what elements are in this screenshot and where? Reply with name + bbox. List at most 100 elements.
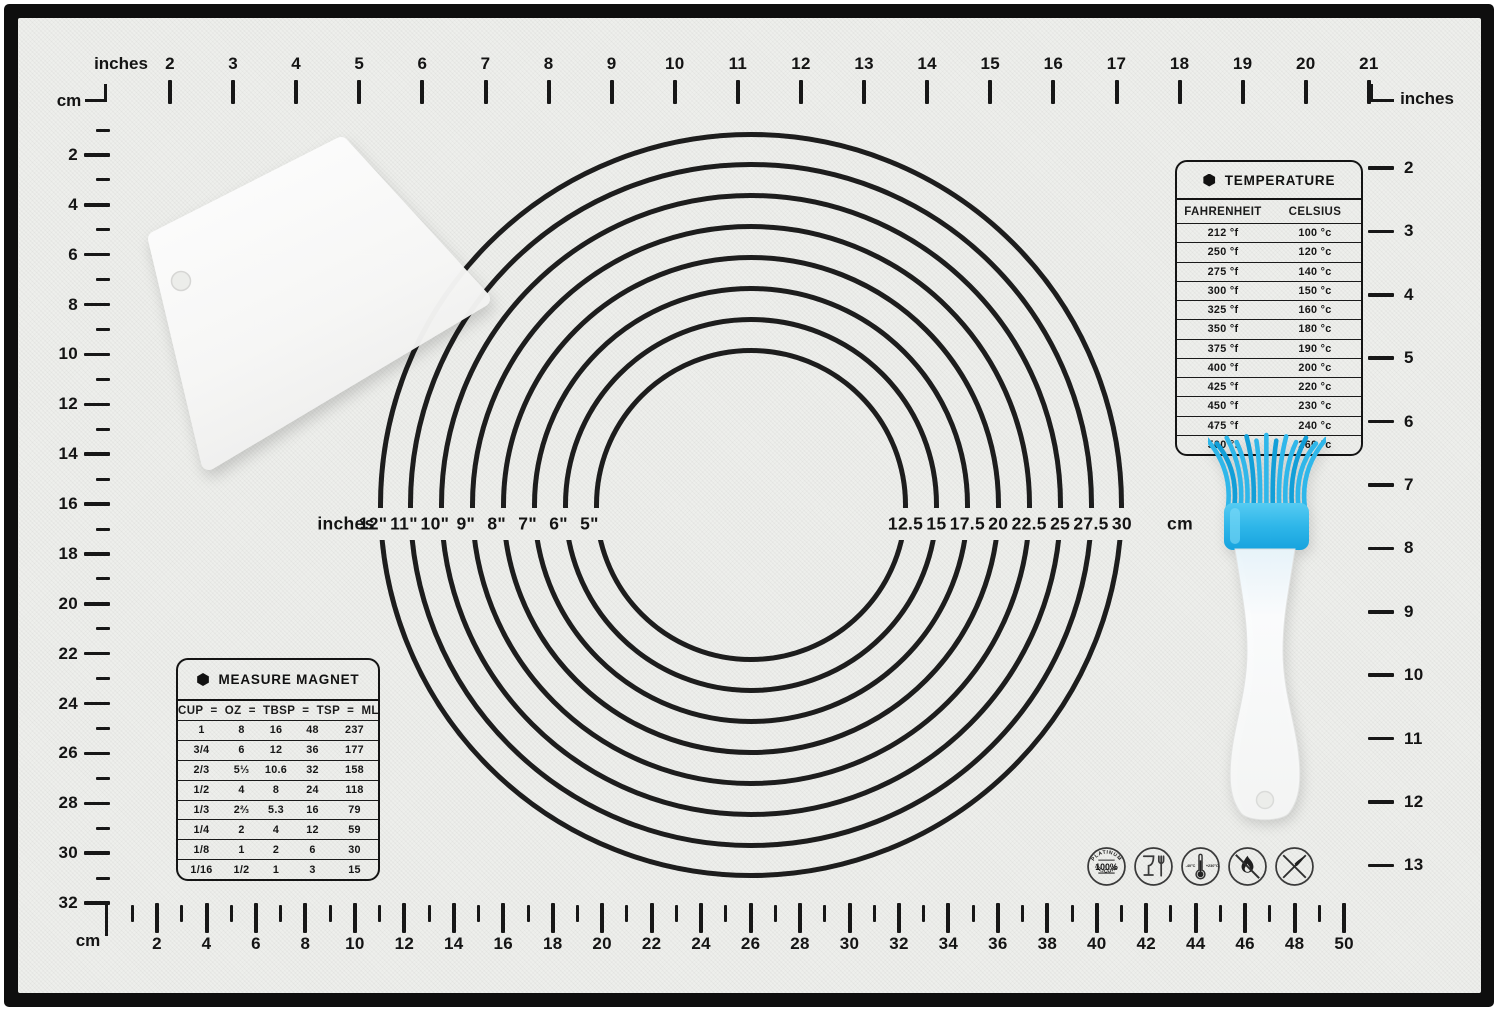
measure-table-body: 1 8 16 48 237 3/4 6 12 36 177 2/3 5⅓ 10.6 32 158 1/2 4 8 2… xyxy=(178,720,378,879)
left-ruler-tick xyxy=(84,402,110,407)
brush-bristle xyxy=(1244,434,1257,510)
top-ruler-number: 15 xyxy=(980,54,1001,73)
top-ruler-tick xyxy=(1114,80,1119,104)
top-ruler-number: 6 xyxy=(417,54,428,73)
bottom-ruler-number: 46 xyxy=(1235,934,1255,953)
measure-table-title: MEASURE MAGNET xyxy=(218,672,360,687)
left-ruler-minor-tick xyxy=(96,477,110,481)
measure-value: 2⅔ xyxy=(233,803,250,816)
bottom-ruler-minor-tick xyxy=(1218,905,1222,922)
top-ruler-title: inches xyxy=(94,54,148,73)
measure-value: 237 xyxy=(345,724,364,737)
circle-inch-label: 6" xyxy=(549,513,568,534)
left-ruler-tick xyxy=(84,252,110,257)
bottom-ruler-number: 48 xyxy=(1284,934,1305,953)
temperature-table-column-headers: FAHRENHEIT CELSIUS xyxy=(1177,198,1361,223)
dough-scraper xyxy=(148,137,490,470)
bottom-ruler-number: 20 xyxy=(592,934,612,953)
fahrenheit-column-header: FAHRENHEIT xyxy=(1184,205,1262,218)
bottom-ruler-number: 2 xyxy=(152,934,162,953)
fahrenheit-value: 375 °f xyxy=(1207,342,1239,355)
measure-value: 1 xyxy=(272,863,280,876)
temperature-range-icon: -40°C +230°C xyxy=(1181,847,1220,886)
corner-bracket-top-right xyxy=(1370,84,1394,102)
top-ruler-number: 14 xyxy=(917,54,937,73)
left-ruler-tick xyxy=(84,502,110,506)
bottom-ruler-tick xyxy=(451,903,456,933)
celsius-value: 190 °c xyxy=(1298,342,1332,355)
measure-value: 1/2 xyxy=(193,784,210,797)
right-ruler-number: 11 xyxy=(1404,728,1423,748)
measure-value: 12 xyxy=(306,823,319,836)
left-ruler-minor-tick xyxy=(96,328,110,332)
top-ruler-number: 5 xyxy=(354,54,365,73)
celsius-value: 180 °c xyxy=(1298,323,1332,336)
bottom-ruler-number: 16 xyxy=(493,934,514,953)
right-ruler-number: 10 xyxy=(1404,665,1424,685)
measure-table-column-headers: CUP = OZ = TBSP = TSP = ML xyxy=(178,699,378,720)
measure-value: 1 xyxy=(198,724,205,737)
bottom-ruler-tick xyxy=(1292,903,1297,933)
left-ruler-tick xyxy=(84,552,110,556)
top-ruler-tick xyxy=(988,80,993,104)
fahrenheit-value: 475 °f xyxy=(1207,419,1239,432)
left-ruler-number: 32 xyxy=(58,893,78,913)
brush-hanging-hole xyxy=(1255,790,1275,810)
bottom-ruler-tick xyxy=(155,903,160,933)
left-ruler-number: 6 xyxy=(68,244,78,264)
measure-row: 1 8 16 48 237 xyxy=(178,720,378,740)
circle-guide xyxy=(377,131,1125,879)
fahrenheit-value: 400 °f xyxy=(1207,361,1239,374)
brush-bristle xyxy=(1214,441,1238,510)
left-ruler-minor-tick xyxy=(96,727,110,730)
circle-cm-label: 27.5 xyxy=(1073,513,1109,534)
bottom-ruler-tick xyxy=(1342,903,1347,933)
bottom-ruler-number: 4 xyxy=(201,934,212,953)
brush-bristle xyxy=(1301,436,1326,510)
fahrenheit-value: 325 °f xyxy=(1207,304,1239,317)
celsius-value: 220 °c xyxy=(1298,381,1332,394)
bottom-ruler-number: 22 xyxy=(641,934,662,953)
top-ruler-tick xyxy=(672,80,677,104)
measure-value: 1 xyxy=(238,843,245,856)
measure-row: 3/4 6 12 36 177 xyxy=(178,739,378,760)
circle-left-unit: inches xyxy=(317,513,375,534)
measure-value: 2 xyxy=(238,823,245,836)
top-ruler-number: 7 xyxy=(480,54,491,73)
left-ruler-minor-tick xyxy=(96,228,110,232)
circle-inch-label: 7" xyxy=(518,513,537,534)
bottom-ruler-tick xyxy=(748,903,753,933)
left-ruler-tick xyxy=(84,651,110,656)
temperature-row: 300 °f 150 °c xyxy=(1177,280,1361,300)
fahrenheit-value: 350 °f xyxy=(1207,323,1239,336)
bottom-ruler-number: 44 xyxy=(1185,934,1206,953)
right-ruler-tick xyxy=(1368,166,1394,170)
bottom-ruler-number: 8 xyxy=(300,934,311,953)
measure-value: 1/8 xyxy=(193,843,210,856)
measure-value: 118 xyxy=(345,784,364,797)
left-ruler-number: 14 xyxy=(58,444,78,464)
scraper-hanging-hole xyxy=(170,270,192,292)
fahrenheit-value: 300 °f xyxy=(1207,284,1239,297)
right-ruler-tick xyxy=(1368,673,1394,677)
celsius-value: 120 °c xyxy=(1298,246,1332,259)
bottom-ruler-minor-tick xyxy=(872,905,876,922)
top-ruler-number: 9 xyxy=(606,54,617,73)
platinum-silicone-badge-icon: PLATINUM SILICONE 100% xyxy=(1087,847,1126,886)
brush-bristle xyxy=(1224,435,1244,510)
measure-value: 4 xyxy=(238,784,245,797)
hexagon-bullet-icon xyxy=(1203,173,1216,187)
left-ruler-minor-tick xyxy=(96,627,110,631)
temperature-row: 250 °f 120 °c xyxy=(1177,242,1361,261)
basting-brush xyxy=(1208,432,1326,821)
left-ruler-tick xyxy=(84,751,110,756)
scraper-blade xyxy=(148,137,490,470)
no-knife-icon xyxy=(1275,847,1314,886)
right-ruler-title: inches xyxy=(1400,89,1454,108)
left-ruler-minor-tick xyxy=(96,826,110,830)
measure-value: 36 xyxy=(306,744,319,757)
bottom-ruler-number: 32 xyxy=(889,934,909,953)
temperature-row: 350 °f 180 °c xyxy=(1177,319,1361,338)
top-ruler-number: 16 xyxy=(1043,54,1064,73)
